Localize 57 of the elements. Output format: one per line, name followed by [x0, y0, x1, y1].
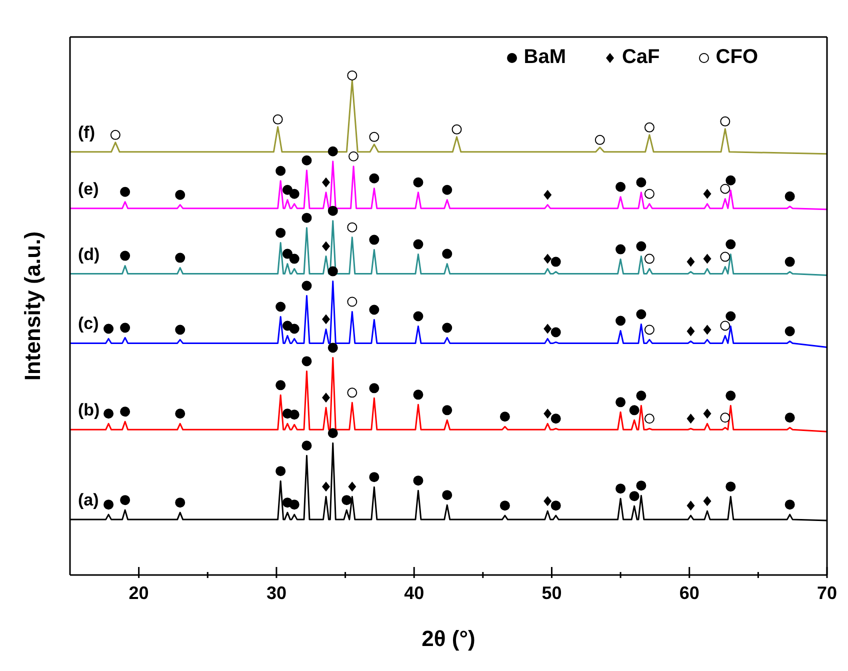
point — [347, 296, 358, 307]
point — [272, 114, 283, 124]
x-tick-label: 70 — [816, 583, 838, 603]
legend-label: CFO — [714, 46, 758, 69]
point — [322, 177, 330, 188]
x-tick-label: 30 — [266, 583, 286, 603]
x-tick-label: 50 — [542, 583, 562, 603]
point — [322, 482, 330, 492]
x-tick-label: 20 — [128, 583, 149, 603]
point — [686, 414, 695, 424]
series-label: (e) — [78, 179, 99, 198]
point — [644, 122, 654, 132]
point — [369, 132, 380, 142]
series-label: (d) — [78, 244, 100, 264]
series-label: (b) — [78, 400, 100, 420]
point — [686, 326, 695, 336]
x-axis-title: 2θ (°) — [422, 626, 476, 651]
point — [347, 388, 358, 398]
series-label: (c) — [78, 314, 99, 334]
point — [452, 124, 462, 134]
series-label: (a) — [78, 490, 99, 510]
x-tick-label: 40 — [404, 583, 424, 603]
point — [703, 496, 712, 506]
point — [703, 254, 712, 264]
point — [644, 188, 654, 199]
point — [322, 314, 330, 324]
point — [703, 188, 712, 199]
point — [544, 408, 552, 419]
point — [644, 324, 654, 335]
point — [544, 324, 552, 334]
point — [322, 241, 330, 252]
series-label: (f) — [78, 122, 95, 142]
point — [686, 500, 695, 511]
x-tick-label: 60 — [679, 583, 700, 603]
legend-label: CaF — [620, 46, 660, 69]
point — [347, 222, 358, 232]
point — [720, 116, 730, 126]
point — [348, 151, 359, 162]
point — [544, 254, 552, 264]
point — [110, 130, 120, 140]
point — [720, 184, 730, 194]
point — [348, 482, 356, 492]
point — [544, 190, 552, 200]
point — [686, 256, 695, 267]
point — [594, 134, 605, 145]
point — [720, 412, 730, 423]
point — [703, 324, 712, 335]
point — [644, 414, 654, 424]
point — [544, 496, 552, 506]
y-axis-title: Intensity (a.u.) — [20, 231, 45, 381]
point — [644, 254, 654, 264]
legend-label: BaM — [522, 46, 566, 69]
point — [322, 392, 330, 403]
point — [720, 320, 730, 331]
point — [347, 70, 358, 80]
point — [703, 408, 712, 419]
point — [720, 252, 730, 262]
